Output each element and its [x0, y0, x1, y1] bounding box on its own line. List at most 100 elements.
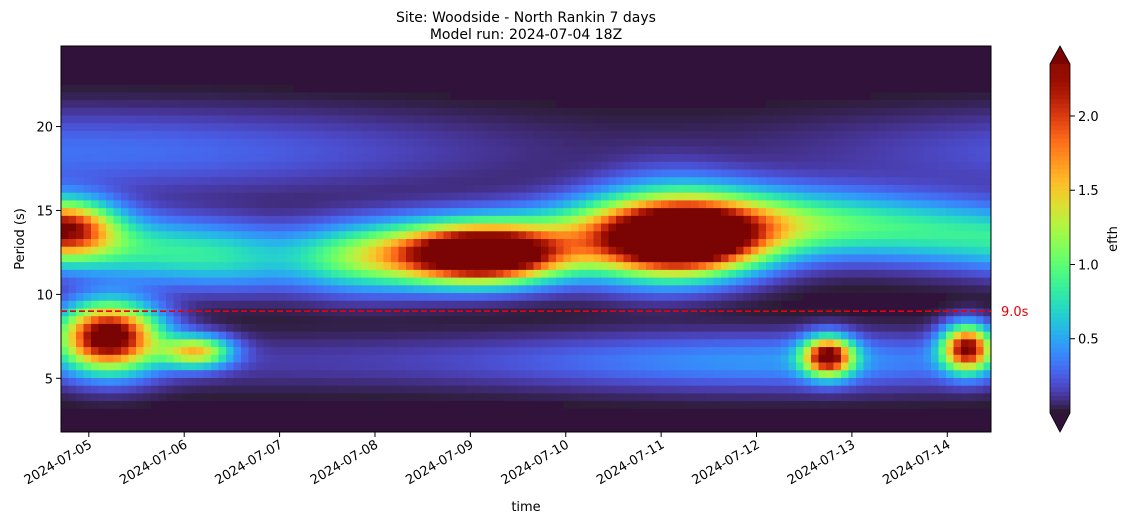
heatmap-cell: [188, 177, 197, 186]
heatmap-cell: [766, 223, 775, 232]
heatmap-cell: [511, 285, 520, 294]
heatmap-cell: [668, 169, 677, 178]
heatmap-cell: [158, 277, 167, 286]
heatmap-cell: [218, 246, 227, 256]
heatmap-cell: [226, 215, 235, 225]
heatmap-cell: [248, 277, 257, 286]
heatmap-cell: [248, 123, 257, 132]
heatmap-cell: [233, 347, 242, 356]
heatmap-cell: [188, 339, 197, 348]
heatmap-cell: [548, 161, 557, 171]
heatmap-cell: [391, 177, 400, 186]
heatmap-cell: [98, 401, 107, 410]
heatmap-cell: [83, 239, 92, 248]
heatmap-cell: [758, 293, 767, 302]
heatmap-cell: [136, 362, 145, 371]
heatmap-cell: [383, 92, 392, 101]
heatmap-cell: [631, 115, 640, 124]
heatmap-cell: [796, 246, 805, 256]
heatmap-cell: [61, 46, 70, 55]
heatmap-cell: [218, 401, 227, 410]
heatmap-cell: [301, 223, 310, 232]
heatmap-cell: [661, 200, 670, 209]
heatmap-cell: [541, 246, 550, 256]
heatmap-cell: [308, 424, 317, 432]
heatmap-cell: [518, 84, 527, 93]
heatmap-cell: [608, 192, 617, 201]
heatmap-cell: [766, 192, 775, 201]
heatmap-cell: [113, 300, 122, 310]
heatmap-cell: [91, 208, 100, 217]
heatmap-cell: [698, 300, 707, 310]
heatmap-cell: [436, 169, 445, 178]
heatmap-cell: [391, 393, 400, 402]
heatmap-cell: [533, 107, 542, 117]
heatmap-cell: [698, 246, 707, 256]
heatmap-cell: [668, 123, 677, 132]
heatmap-cell: [653, 362, 662, 371]
heatmap-cell: [196, 192, 205, 201]
heatmap-cell: [601, 231, 610, 240]
heatmap-cell: [511, 385, 520, 394]
heatmap-cell: [128, 46, 137, 55]
heatmap-cell: [263, 269, 272, 279]
heatmap-cell: [698, 239, 707, 248]
heatmap-cell: [758, 408, 767, 418]
heatmap-cell: [271, 100, 280, 109]
heatmap-cell: [421, 401, 430, 410]
heatmap-cell: [233, 339, 242, 348]
heatmap-cell: [143, 146, 152, 155]
heatmap-cell: [398, 347, 407, 356]
heatmap-cell: [698, 100, 707, 109]
heatmap-cell: [406, 269, 415, 279]
heatmap-cell: [458, 285, 467, 294]
heatmap-cell: [143, 154, 152, 163]
heatmap-cell: [473, 107, 482, 117]
heatmap-cell: [376, 231, 385, 240]
heatmap-cell: [698, 308, 707, 317]
heatmap-cell: [706, 123, 715, 132]
heatmap-cell: [503, 408, 512, 418]
heatmap-cell: [61, 316, 70, 325]
heatmap-cell: [196, 223, 205, 232]
heatmap-cell: [338, 92, 347, 101]
heatmap-cell: [113, 123, 122, 132]
heatmap-cell: [241, 46, 250, 55]
heatmap-cell: [691, 323, 700, 333]
heatmap-cell: [541, 254, 550, 263]
heatmap-cell: [563, 53, 572, 63]
heatmap-cell: [488, 300, 497, 310]
heatmap-cell: [668, 138, 677, 147]
heatmap-cell: [406, 138, 415, 147]
heatmap-cell: [638, 293, 647, 302]
heatmap-cell: [271, 408, 280, 418]
heatmap-cell: [76, 362, 85, 371]
heatmap-cell: [121, 46, 130, 55]
heatmap-cell: [541, 401, 550, 410]
heatmap-cell: [578, 254, 587, 263]
heatmap-cell: [188, 401, 197, 410]
heatmap-cell: [346, 262, 355, 271]
heatmap-cell: [263, 377, 272, 387]
heatmap-cell: [151, 100, 160, 109]
heatmap-cell: [278, 76, 287, 86]
heatmap-cell: [698, 424, 707, 432]
heatmap-cell: [248, 92, 257, 101]
heatmap-cell: [706, 370, 715, 379]
heatmap-cell: [263, 316, 272, 325]
heatmap-cell: [391, 339, 400, 348]
heatmap-cell: [316, 393, 325, 402]
heatmap-cell: [623, 161, 632, 171]
heatmap-cell: [166, 192, 175, 201]
heatmap-cell: [338, 200, 347, 209]
heatmap-cell: [781, 215, 790, 225]
heatmap-cell: [233, 146, 242, 155]
heatmap-cell: [76, 200, 85, 209]
heatmap-cell: [308, 107, 317, 117]
heatmap-cell: [451, 161, 460, 171]
heatmap-cell: [676, 184, 685, 194]
heatmap-cell: [128, 53, 137, 63]
heatmap-cell: [451, 177, 460, 186]
heatmap-cell: [766, 339, 775, 348]
heatmap-cell: [68, 69, 77, 78]
